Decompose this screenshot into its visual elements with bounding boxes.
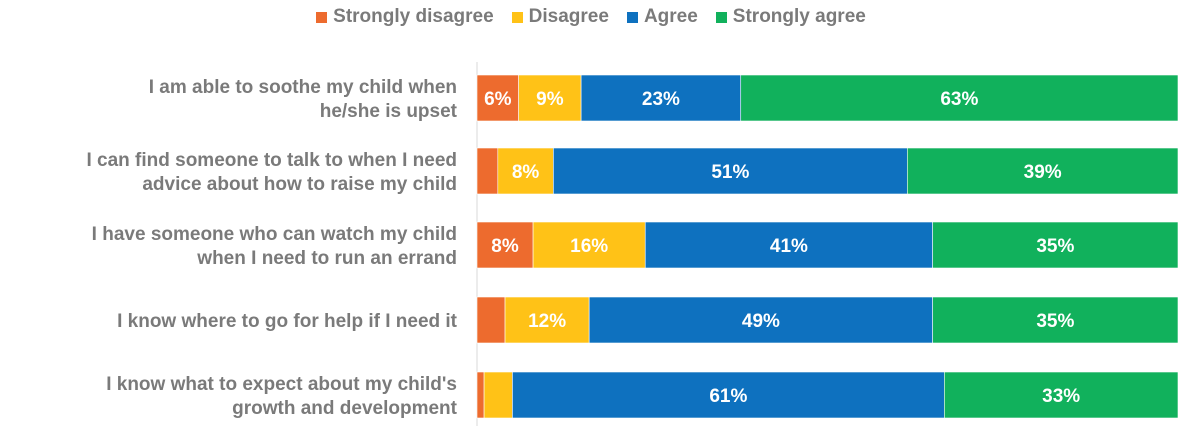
bar-value-label: 49% <box>742 311 780 332</box>
bar-segment <box>740 74 1179 122</box>
legend-swatch <box>626 11 638 23</box>
bar-segment <box>483 371 513 419</box>
bar-segment <box>553 147 908 195</box>
category-label: I know what to expect about my child's <box>106 374 457 395</box>
bar-segment <box>476 296 506 344</box>
legend-swatch <box>715 11 727 23</box>
bar-segment <box>907 147 1179 195</box>
bar-value-label: 51% <box>711 162 749 183</box>
bar-value-label: 23% <box>642 89 680 110</box>
bar-segment <box>497 147 554 195</box>
legend-label: Disagree <box>528 6 609 27</box>
category-label: I am able to soothe my child when <box>149 77 457 98</box>
bar-segment <box>476 371 485 419</box>
category-label: I know where to go for help if I need it <box>117 311 458 332</box>
bar-segment <box>580 74 742 122</box>
legend-swatch <box>316 11 328 23</box>
bar-value-label: 8% <box>512 162 540 183</box>
category-label: I have someone who can watch my child <box>92 224 457 245</box>
legend-label: Strongly agree <box>732 6 866 27</box>
bar-value-label: 35% <box>1036 311 1074 332</box>
bar-segment <box>588 296 933 344</box>
bar-segment <box>532 221 646 269</box>
bar-segment <box>512 371 945 419</box>
category-label: when I need to run an errand <box>196 248 457 269</box>
category-label: growth and development <box>232 398 458 419</box>
bar-segment <box>476 147 499 195</box>
bar-segment <box>932 221 1179 269</box>
bar-value-label: 16% <box>570 236 608 257</box>
category-label: advice about how to raise my child <box>142 174 457 195</box>
category-label: he/she is upset <box>320 101 458 122</box>
bar-value-label: 8% <box>491 236 519 257</box>
bar-segment <box>476 221 534 269</box>
bar-value-label: 9% <box>536 89 564 110</box>
legend-item: Disagree <box>511 6 609 28</box>
bar-value-label: 6% <box>484 89 512 110</box>
bar-segment <box>644 221 933 269</box>
bar-segment <box>518 74 582 122</box>
bar-segment <box>932 296 1179 344</box>
bar-value-label: 41% <box>770 236 808 257</box>
bar-segment <box>944 371 1179 419</box>
category-label: I can find someone to talk to when I nee… <box>86 150 457 171</box>
legend-swatch <box>511 11 523 23</box>
bar-value-label: 12% <box>528 311 566 332</box>
legend-item: Strongly agree <box>715 6 866 28</box>
legend-label: Strongly disagree <box>333 6 494 27</box>
legend-label: Agree <box>643 6 698 27</box>
bar-value-label: 33% <box>1042 386 1080 407</box>
bar-value-label: 35% <box>1036 236 1074 257</box>
bar-value-label: 61% <box>709 386 747 407</box>
bar-value-label: 63% <box>940 89 978 110</box>
legend-item: Agree <box>626 6 698 28</box>
legend-item: Strongly disagree <box>316 6 494 28</box>
bar-value-label: 39% <box>1024 162 1062 183</box>
legend: Strongly disagree Disagree Agree Strongly a… <box>0 6 1182 28</box>
